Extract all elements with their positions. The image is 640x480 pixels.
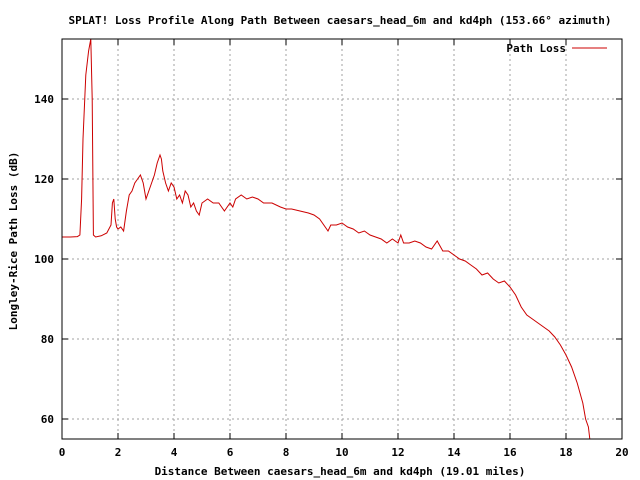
x-axis-ticks: 0 2 4 6 8 10 12 14 16 18 20 [59, 39, 629, 459]
path-loss-line [62, 38, 591, 440]
x-tick-label: 2 [115, 446, 122, 459]
y-axis-ticks: 60 80 100 120 140 [34, 93, 622, 426]
x-axis-label: Distance Between caesars_head_6m and kd4… [155, 465, 526, 478]
y-tick-label: 60 [41, 413, 54, 426]
y-tick-label: 80 [41, 333, 54, 346]
x-tick-label: 10 [335, 446, 348, 459]
x-tick-label: 14 [447, 446, 461, 459]
title-group: SPLAT! Loss Profile Along Path Between c… [68, 14, 611, 27]
legend: Path Loss [506, 42, 607, 55]
x-tick-label: 20 [615, 446, 628, 459]
plot-frame [61, 38, 623, 440]
y-axis-label: Longley-Rice Path Loss (dB) [7, 152, 20, 331]
x-tick-label: 4 [171, 446, 178, 459]
x-tick-label: 6 [227, 446, 234, 459]
x-tick-label: 0 [59, 446, 66, 459]
x-tick-label: 8 [283, 446, 290, 459]
y-tick-label: 100 [34, 253, 54, 266]
x-tick-label: 12 [391, 446, 404, 459]
chart-title: SPLAT! Loss Profile Along Path Between c… [68, 14, 611, 27]
y-tick-label: 120 [34, 173, 54, 186]
x-tick-label: 18 [559, 446, 572, 459]
y-tick-label: 140 [34, 93, 54, 106]
grid-lines [62, 39, 622, 439]
x-tick-label: 16 [503, 446, 517, 459]
legend-label: Path Loss [506, 42, 566, 55]
